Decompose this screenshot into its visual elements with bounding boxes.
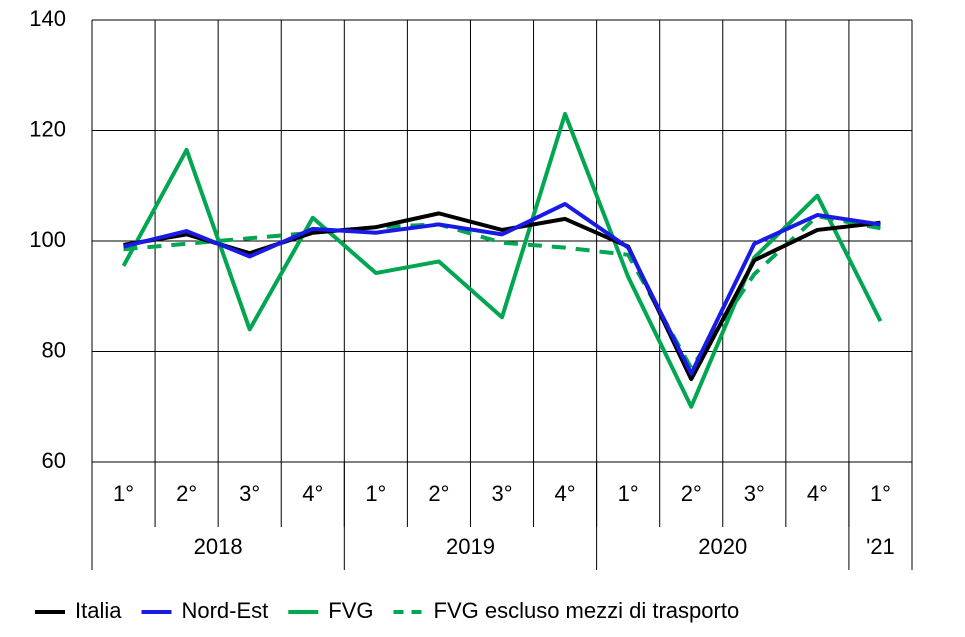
legend-label: FVG escluso mezzi di trasporto bbox=[434, 598, 740, 623]
y-tick-label: 60 bbox=[42, 448, 66, 473]
x-tick-label: 4° bbox=[807, 481, 828, 506]
group-label: 2018 bbox=[194, 534, 243, 559]
group-label: 2019 bbox=[446, 534, 495, 559]
x-tick-label: 3° bbox=[744, 481, 765, 506]
y-tick-label: 100 bbox=[29, 227, 66, 252]
series-line bbox=[123, 211, 881, 382]
x-tick-label: 2° bbox=[176, 481, 197, 506]
y-tick-label: 140 bbox=[29, 6, 66, 31]
y-tick-label: 80 bbox=[42, 337, 66, 362]
series-line bbox=[121, 111, 883, 409]
x-tick-label: 2° bbox=[428, 481, 449, 506]
x-tick-label: 3° bbox=[491, 481, 512, 506]
series-line bbox=[123, 214, 881, 371]
series-line bbox=[123, 201, 881, 376]
x-tick-label: 1° bbox=[365, 481, 386, 506]
legend-label: FVG bbox=[328, 598, 373, 623]
legend-label: Italia bbox=[75, 598, 122, 623]
x-tick-label: 1° bbox=[870, 481, 891, 506]
x-tick-label: 4° bbox=[302, 481, 323, 506]
group-label: '21 bbox=[866, 534, 895, 559]
y-tick-label: 120 bbox=[29, 116, 66, 141]
group-label: 2020 bbox=[698, 534, 747, 559]
x-tick-label: 1° bbox=[618, 481, 639, 506]
x-tick-label: 1° bbox=[113, 481, 134, 506]
x-tick-label: 2° bbox=[681, 481, 702, 506]
x-tick-label: 3° bbox=[239, 481, 260, 506]
legend-label: Nord-Est bbox=[181, 598, 268, 623]
x-tick-label: 4° bbox=[555, 481, 576, 506]
